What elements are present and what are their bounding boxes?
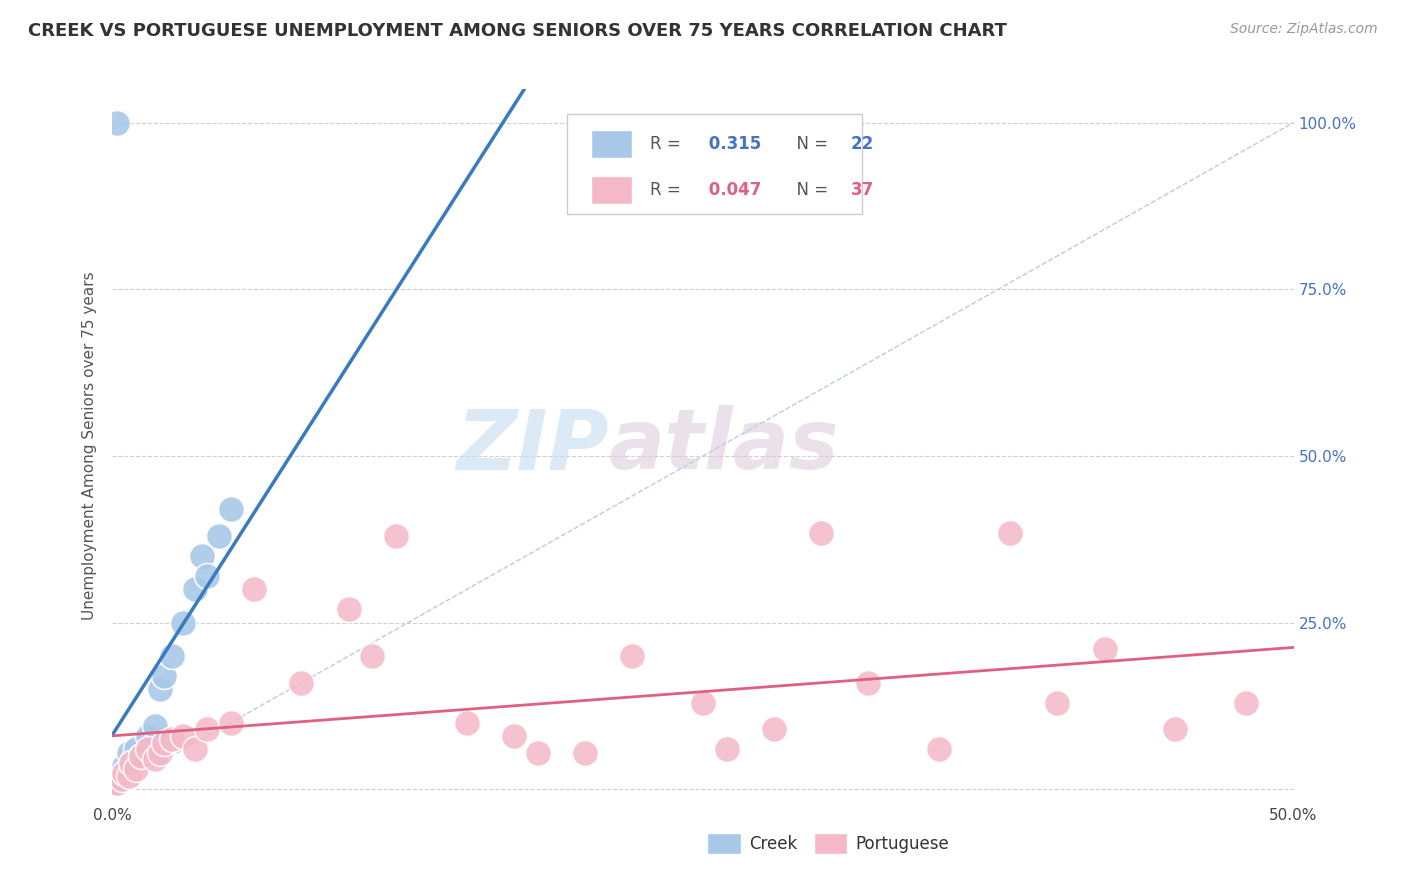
Point [125, 742, 148, 756]
Point [115, 769, 138, 783]
Point [1046, 696, 1069, 710]
Point [290, 675, 312, 690]
FancyBboxPatch shape [591, 130, 633, 158]
Point [526, 746, 548, 760]
Point [858, 675, 880, 690]
Point [143, 719, 166, 733]
Point [195, 569, 218, 583]
Point [998, 525, 1021, 540]
Point [149, 682, 172, 697]
Point [153, 669, 176, 683]
Point [125, 763, 148, 777]
FancyBboxPatch shape [591, 177, 633, 204]
Point [172, 615, 194, 630]
Point [574, 746, 596, 760]
Point [243, 582, 266, 597]
Point [120, 756, 142, 770]
Point [184, 742, 207, 756]
Point [129, 749, 152, 764]
Point [184, 582, 207, 597]
Point [111, 772, 134, 787]
Text: Source: ZipAtlas.com: Source: ZipAtlas.com [1230, 22, 1378, 37]
Point [456, 715, 478, 730]
Y-axis label: Unemployment Among Seniors over 75 years: Unemployment Among Seniors over 75 years [82, 272, 97, 620]
Point [1094, 642, 1116, 657]
Point [692, 696, 714, 710]
Point [143, 752, 166, 766]
Text: R =: R = [650, 135, 686, 153]
Text: N =: N = [786, 181, 832, 199]
Point [1234, 696, 1257, 710]
Point [108, 765, 131, 780]
Point [153, 736, 176, 750]
Point [105, 776, 128, 790]
Point [385, 529, 408, 543]
Text: 37: 37 [851, 181, 875, 199]
Point [136, 729, 159, 743]
FancyBboxPatch shape [567, 114, 862, 214]
Point [762, 723, 785, 737]
Point [105, 776, 128, 790]
Point [112, 765, 135, 780]
Point [191, 549, 214, 563]
Text: CREEK VS PORTUGUESE UNEMPLOYMENT AMONG SENIORS OVER 75 YEARS CORRELATION CHART: CREEK VS PORTUGUESE UNEMPLOYMENT AMONG S… [28, 22, 1007, 40]
Point [361, 649, 384, 664]
Point [118, 746, 141, 760]
Text: atlas: atlas [609, 406, 839, 486]
Point [208, 529, 231, 543]
Point [111, 772, 134, 787]
Point [219, 502, 242, 516]
Point [160, 732, 183, 747]
Point [122, 752, 145, 766]
Point [219, 715, 242, 730]
Point [716, 742, 738, 756]
Point [120, 763, 142, 777]
Point [112, 759, 135, 773]
Point [810, 525, 832, 540]
Point [105, 115, 128, 129]
Text: 22: 22 [851, 135, 875, 153]
Point [118, 769, 141, 783]
Point [160, 649, 183, 664]
Point [172, 729, 194, 743]
Point [928, 742, 950, 756]
Text: R =: R = [650, 181, 686, 199]
Point [503, 729, 526, 743]
Point [149, 746, 172, 760]
Text: N =: N = [786, 135, 832, 153]
Point [337, 602, 360, 616]
Point [136, 742, 159, 756]
Point [129, 749, 152, 764]
Point [1164, 723, 1187, 737]
Legend: Creek, Portuguese: Creek, Portuguese [703, 829, 955, 859]
Point [621, 649, 644, 664]
Text: ZIP: ZIP [456, 406, 609, 486]
Point [195, 723, 218, 737]
Text: 0.315: 0.315 [703, 135, 761, 153]
Text: 0.047: 0.047 [703, 181, 762, 199]
